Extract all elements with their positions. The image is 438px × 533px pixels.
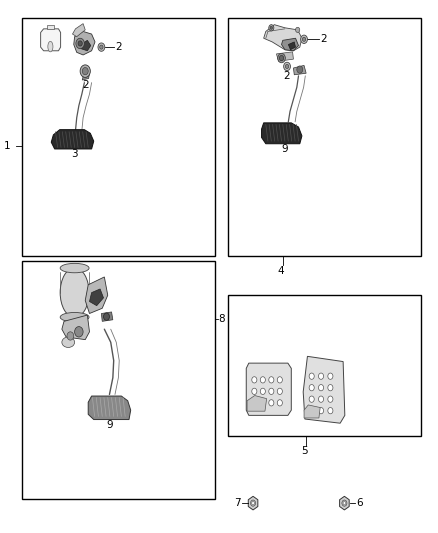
Polygon shape [246, 363, 291, 415]
Polygon shape [81, 41, 91, 51]
Circle shape [269, 388, 274, 394]
Text: 6: 6 [356, 498, 363, 508]
Circle shape [318, 396, 324, 402]
Circle shape [269, 25, 274, 31]
Text: 9: 9 [282, 144, 288, 154]
Polygon shape [89, 289, 103, 306]
Circle shape [269, 400, 274, 406]
Text: 4: 4 [277, 265, 284, 276]
Circle shape [67, 332, 74, 340]
Circle shape [252, 400, 257, 406]
Polygon shape [73, 23, 85, 37]
Polygon shape [62, 315, 89, 340]
Circle shape [342, 500, 347, 506]
Circle shape [252, 388, 257, 394]
Circle shape [98, 43, 105, 51]
Circle shape [279, 55, 284, 61]
Circle shape [309, 396, 314, 402]
Text: 5: 5 [301, 446, 307, 456]
Circle shape [76, 38, 85, 49]
Polygon shape [282, 38, 299, 51]
Polygon shape [304, 405, 320, 418]
Circle shape [309, 408, 314, 414]
Circle shape [343, 502, 346, 505]
Polygon shape [293, 66, 306, 75]
Polygon shape [247, 395, 267, 411]
Text: 2: 2 [115, 42, 122, 52]
Bar [228, 19, 421, 256]
Text: 9: 9 [106, 420, 113, 430]
Circle shape [270, 26, 272, 29]
Polygon shape [276, 52, 293, 61]
Circle shape [82, 68, 88, 75]
Bar [21, 261, 215, 499]
Polygon shape [101, 312, 113, 321]
Circle shape [328, 408, 333, 414]
Bar [21, 19, 215, 256]
Circle shape [278, 53, 285, 63]
Text: 2: 2 [320, 34, 326, 44]
Circle shape [74, 327, 83, 337]
Polygon shape [74, 31, 95, 55]
Text: 2: 2 [283, 71, 290, 81]
Text: 1: 1 [4, 141, 10, 151]
Circle shape [284, 62, 290, 71]
Polygon shape [288, 42, 296, 50]
Polygon shape [82, 73, 89, 80]
Circle shape [260, 388, 265, 394]
Circle shape [318, 373, 324, 379]
Text: 2: 2 [82, 80, 88, 90]
Polygon shape [41, 29, 60, 51]
Circle shape [318, 408, 324, 414]
Bar [228, 295, 421, 436]
Circle shape [318, 384, 324, 391]
Circle shape [328, 373, 333, 379]
Text: 7: 7 [234, 498, 240, 508]
Circle shape [252, 502, 254, 505]
Polygon shape [85, 277, 108, 313]
Circle shape [260, 377, 265, 383]
Circle shape [100, 45, 103, 49]
Circle shape [260, 400, 265, 406]
Circle shape [269, 377, 274, 383]
Circle shape [300, 35, 307, 44]
Polygon shape [51, 130, 94, 149]
Circle shape [103, 313, 110, 320]
Circle shape [78, 41, 82, 46]
Circle shape [252, 377, 257, 383]
Polygon shape [303, 357, 345, 423]
Ellipse shape [48, 42, 53, 52]
Polygon shape [261, 123, 302, 144]
Circle shape [251, 500, 256, 506]
Circle shape [277, 377, 283, 383]
Ellipse shape [60, 312, 89, 322]
Circle shape [80, 65, 90, 77]
Polygon shape [47, 25, 54, 29]
Circle shape [302, 37, 306, 42]
Ellipse shape [60, 268, 89, 318]
Polygon shape [264, 25, 302, 51]
Circle shape [328, 396, 333, 402]
Circle shape [309, 373, 314, 379]
Text: 8: 8 [219, 314, 225, 324]
Polygon shape [88, 396, 131, 419]
Ellipse shape [60, 263, 89, 273]
Circle shape [297, 66, 303, 73]
Circle shape [309, 384, 314, 391]
Circle shape [328, 384, 333, 391]
Circle shape [277, 400, 283, 406]
Circle shape [296, 27, 300, 33]
Circle shape [277, 388, 283, 394]
Text: 3: 3 [71, 149, 78, 159]
Circle shape [285, 64, 289, 69]
Ellipse shape [62, 337, 74, 348]
